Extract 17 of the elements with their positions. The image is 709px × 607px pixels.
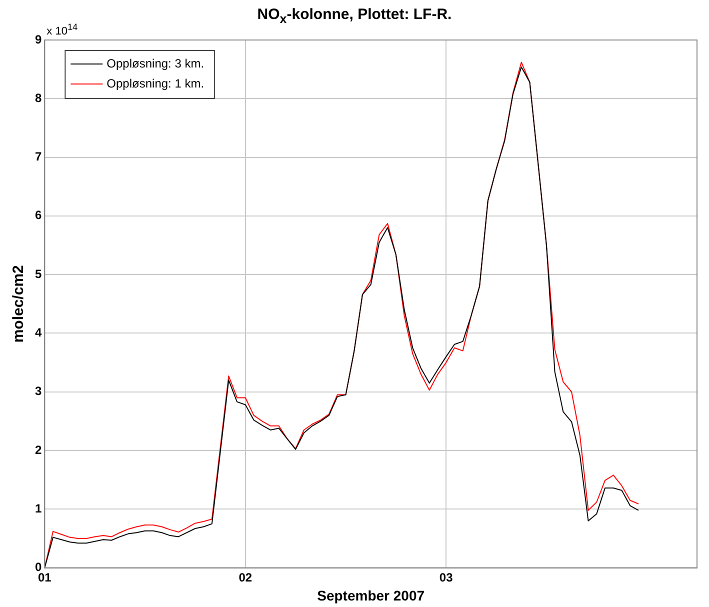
y-tick-label: 9 <box>34 32 42 46</box>
y-tick-label: 8 <box>34 90 42 105</box>
x-tick-label: 02 <box>238 570 252 584</box>
y-tick-label: 3 <box>34 384 42 398</box>
y-tick-label: 1 <box>34 501 42 516</box>
x-tick-label: 03 <box>439 570 454 584</box>
chart-title: NO$_{x}$-kolonne, Plottet: LF-R. <box>257 6 452 26</box>
y-tick-label: 6 <box>34 208 42 222</box>
legend-label: Oppløsning: 3 km. <box>106 56 204 70</box>
y-axis-title: molec/cm2 <box>10 265 28 343</box>
x-axis-title: September 2007 <box>317 587 425 604</box>
y-tick-label: 4 <box>34 326 42 340</box>
text: x 10$^{14}$ <box>46 22 78 38</box>
y-tick-label: 2 <box>34 442 42 457</box>
legend-label: Oppløsning: 1 km. <box>106 76 204 90</box>
y-tick-label: 7 <box>34 150 42 164</box>
y-tick-label: 5 <box>34 266 42 281</box>
